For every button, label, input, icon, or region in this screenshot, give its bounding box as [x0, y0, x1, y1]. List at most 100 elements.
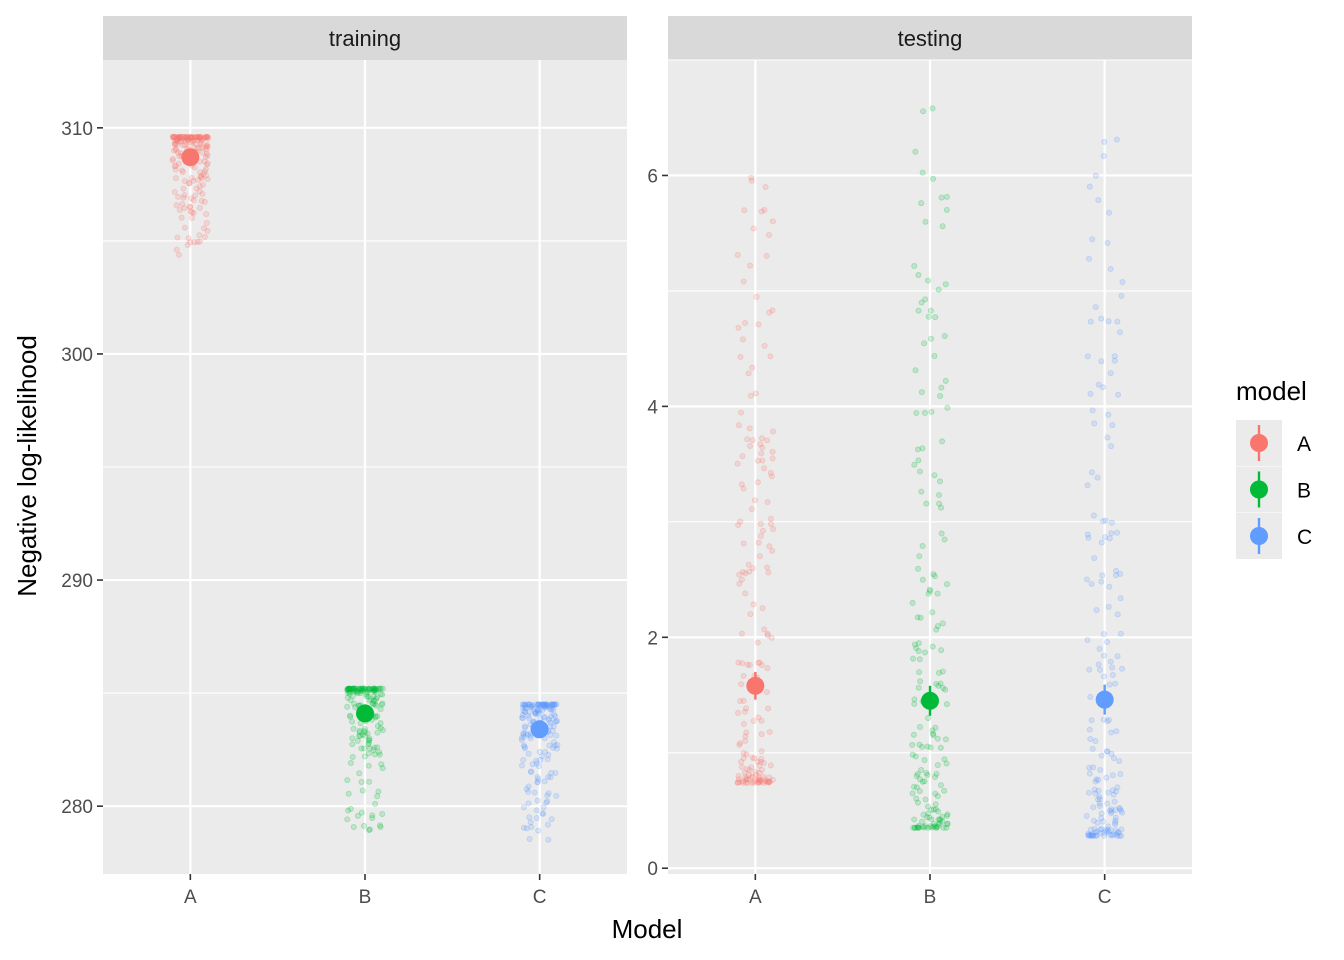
data-point-B — [943, 701, 950, 708]
data-point-B — [345, 807, 352, 814]
data-point-A — [191, 137, 198, 144]
data-point-C — [1100, 631, 1107, 638]
data-point-C — [526, 701, 533, 708]
data-point-C — [539, 810, 546, 817]
data-point-B — [927, 588, 934, 595]
panel-testing-x-axis: A B C — [749, 874, 1112, 908]
data-point-B — [370, 687, 377, 694]
x-tick-label: B — [359, 887, 372, 908]
data-point-B — [942, 736, 949, 743]
data-point-B — [937, 744, 944, 751]
data-point-A — [742, 737, 749, 744]
data-point-A — [169, 157, 176, 164]
data-point-A — [758, 766, 765, 773]
data-point-A — [739, 453, 746, 460]
data-point-A — [188, 174, 195, 181]
data-point-A — [754, 457, 761, 464]
data-point-A — [751, 777, 758, 784]
data-point-C — [1107, 658, 1114, 665]
data-point-C — [1117, 570, 1124, 577]
data-point-C — [544, 702, 551, 709]
data-point-C — [552, 769, 559, 776]
data-point-B — [938, 647, 945, 654]
data-point-B — [915, 271, 922, 278]
data-point-B — [350, 685, 357, 692]
data-point-A — [756, 659, 763, 666]
data-point-A — [188, 134, 195, 141]
data-point-C — [522, 709, 529, 716]
data-point-B — [938, 504, 945, 511]
data-point-A — [204, 176, 211, 183]
data-point-C — [519, 714, 526, 721]
data-point-A — [748, 506, 755, 513]
data-point-B — [941, 787, 948, 794]
data-point-A — [764, 665, 771, 672]
data-point-C — [1108, 810, 1115, 817]
data-point-B — [357, 732, 364, 739]
data-point-B — [374, 694, 381, 701]
data-point-A — [197, 173, 204, 180]
data-point-A — [754, 758, 761, 765]
data-point-C — [1105, 789, 1112, 796]
data-point-B — [932, 314, 939, 321]
data-point-B — [943, 760, 950, 767]
data-point-C — [531, 789, 538, 796]
data-point-A — [738, 758, 745, 765]
data-point-A — [754, 479, 761, 486]
data-point-A — [191, 239, 198, 246]
data-point-B — [350, 823, 357, 830]
data-point-A — [181, 177, 188, 184]
data-point-A — [203, 219, 210, 226]
data-point-C — [1093, 832, 1100, 839]
data-point-A — [743, 729, 750, 736]
data-point-A — [755, 779, 762, 786]
data-point-C — [1111, 353, 1118, 360]
data-point-C — [524, 701, 531, 708]
data-point-C — [1104, 639, 1111, 646]
data-point-B — [925, 803, 932, 810]
data-point-B — [912, 148, 919, 155]
data-point-B — [376, 822, 383, 829]
data-point-A — [742, 774, 749, 781]
data-point-A — [196, 134, 203, 141]
data-point-C — [1114, 318, 1121, 325]
data-point-C — [533, 760, 540, 767]
data-point-B — [371, 685, 378, 692]
data-point-B — [358, 745, 365, 752]
data-point-B — [347, 697, 354, 704]
data-point-C — [541, 714, 548, 721]
data-point-C — [1103, 828, 1110, 835]
data-point-B — [932, 801, 939, 808]
data-point-C — [547, 706, 554, 713]
data-point-B — [916, 724, 923, 731]
mean-point-B — [356, 704, 374, 723]
data-point-C — [548, 769, 555, 776]
data-point-A — [197, 139, 204, 146]
data-point-C — [1083, 812, 1090, 819]
data-point-B — [345, 790, 352, 797]
data-point-C — [532, 701, 539, 708]
data-point-C — [1102, 534, 1109, 541]
data-point-C — [1102, 827, 1109, 834]
data-point-C — [1110, 831, 1117, 838]
data-point-A — [190, 197, 197, 204]
data-point-A — [177, 134, 184, 141]
data-point-A — [171, 163, 178, 170]
data-point-A — [769, 448, 776, 455]
data-point-B — [922, 649, 929, 656]
data-point-B — [354, 690, 361, 697]
data-point-B — [356, 732, 363, 739]
data-point-A — [752, 768, 759, 775]
data-point-A — [201, 225, 208, 232]
data-point-C — [540, 804, 547, 811]
data-point-A — [177, 133, 184, 140]
data-point-B — [353, 688, 360, 695]
data-point-C — [535, 701, 542, 708]
data-point-B — [356, 770, 363, 777]
data-point-B — [910, 731, 917, 738]
data-point-C — [1100, 818, 1107, 825]
data-point-A — [755, 539, 762, 546]
data-point-C — [1085, 832, 1092, 839]
data-point-A — [736, 779, 743, 786]
data-point-C — [548, 702, 555, 709]
